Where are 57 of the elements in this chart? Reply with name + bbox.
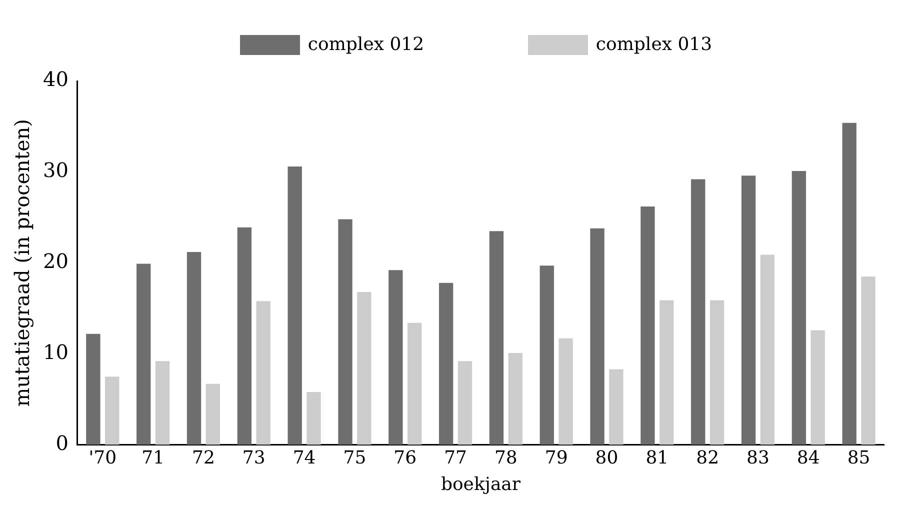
bar — [489, 231, 504, 445]
bar — [861, 276, 876, 445]
legend-label: complex 012 — [308, 34, 424, 55]
x-tick-label: 82 — [696, 447, 720, 468]
bar — [760, 254, 775, 445]
x-tick-label: 76 — [394, 447, 417, 468]
bar — [256, 301, 270, 445]
bar — [590, 228, 604, 445]
bar — [640, 206, 655, 445]
bar — [155, 361, 170, 445]
bar — [357, 292, 372, 445]
x-tick-label: 74 — [292, 447, 316, 468]
bar — [186, 252, 202, 445]
bar — [810, 330, 825, 445]
x-tick-label: 73 — [242, 447, 266, 468]
bar — [105, 376, 120, 445]
legend-label: complex 013 — [596, 34, 712, 55]
y-tick-label: 10 — [42, 340, 68, 364]
x-tick-label: '70 — [88, 447, 117, 468]
bar — [288, 166, 302, 445]
x-tick-label: 80 — [595, 447, 618, 468]
bar — [306, 392, 321, 445]
y-axis-title: mutatiegraad (in procenten) — [10, 119, 34, 407]
bar — [540, 266, 554, 445]
bar — [741, 176, 756, 445]
bar — [792, 171, 806, 445]
x-tick-label: 77 — [444, 447, 467, 468]
bar — [338, 219, 352, 445]
x-tick-label: 71 — [142, 447, 165, 468]
x-tick-label: 78 — [494, 447, 518, 468]
x-tick-label: 75 — [343, 447, 366, 468]
bar — [86, 334, 100, 445]
bar — [508, 352, 522, 445]
y-tick-label: 20 — [42, 249, 68, 274]
bar — [407, 322, 422, 445]
bar — [388, 270, 403, 445]
x-axis-title: boekjaar — [440, 474, 521, 495]
bar — [558, 338, 573, 445]
bar — [458, 361, 472, 445]
x-tick-label: 79 — [544, 447, 568, 468]
bar — [438, 282, 454, 445]
x-tick-label: 85 — [847, 447, 870, 468]
bar — [206, 384, 220, 445]
x-tick-label: 72 — [192, 447, 215, 468]
bar — [691, 179, 706, 445]
y-tick-label: 0 — [56, 431, 68, 456]
y-tick-label: 30 — [42, 158, 68, 182]
y-tick-label: 40 — [42, 67, 68, 92]
bar — [660, 300, 674, 445]
bar — [842, 122, 856, 445]
x-tick-label: 84 — [796, 447, 820, 468]
bar — [237, 227, 252, 445]
bar — [609, 369, 624, 445]
bar — [136, 264, 151, 445]
x-tick-label: 83 — [746, 447, 770, 468]
bar — [710, 300, 724, 445]
x-tick-label: 81 — [646, 447, 669, 468]
